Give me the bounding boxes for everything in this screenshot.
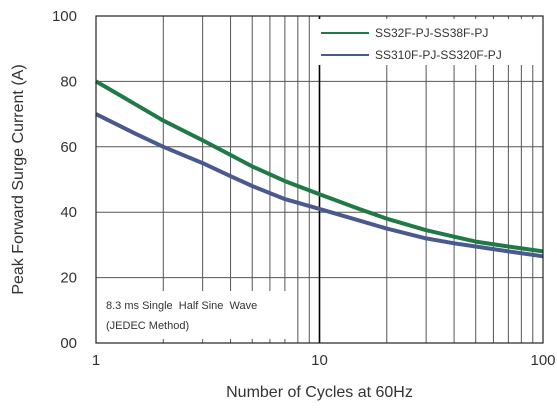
y-tick-label: 80 (60, 73, 77, 90)
y-tick-label: 40 (60, 204, 77, 221)
series-lines (94, 79, 544, 259)
plot-frame (95, 15, 544, 344)
legend-label-ss32f: SS32F-PJ-SS38F-PJ (375, 26, 488, 40)
y-tick-label: 100 (52, 8, 77, 25)
legend-background (313, 19, 541, 65)
x-tick-label: 10 (311, 352, 328, 369)
y-tick-label: 20 (60, 270, 77, 287)
x-tick-label: 100 (530, 352, 555, 369)
y-tick-label: 60 (60, 139, 77, 156)
series-line-1 (94, 79, 544, 254)
series-line-2 (95, 112, 544, 259)
y-axis-title: Peak Forward Surge Current (A) (10, 64, 27, 294)
y-tick-label: 00 (60, 335, 77, 352)
x-axis-title: Number of Cycles at 60Hz (226, 384, 413, 401)
x-tick-label: 1 (92, 352, 100, 369)
legend: SS32F-PJ-SS38F-PJ SS310F-PJ-SS320F-PJ (313, 19, 541, 65)
annotation-background (100, 291, 296, 339)
tick-labels: 00 20 40 60 80 100 1 10 100 (52, 8, 556, 369)
legend-label-ss310f: SS310F-PJ-SS320F-PJ (375, 48, 502, 62)
annotation-line-1: 8.3 ms Single Half Sine Wave (106, 300, 257, 312)
annotation-line-2: (JEDEC Method) (106, 320, 189, 332)
annotation: 8.3 ms Single Half Sine Wave (JEDEC Meth… (100, 291, 296, 339)
